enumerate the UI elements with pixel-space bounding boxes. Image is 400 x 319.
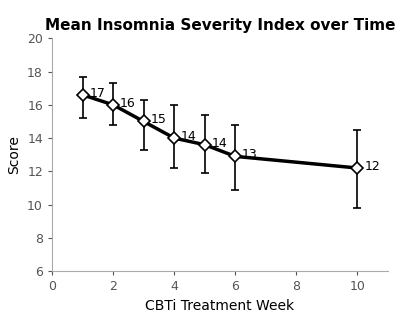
Text: 14: 14 — [212, 137, 227, 150]
Y-axis label: Score: Score — [8, 135, 22, 174]
X-axis label: CBTi Treatment Week: CBTi Treatment Week — [146, 299, 294, 313]
Text: 15: 15 — [150, 113, 166, 126]
Text: 14: 14 — [181, 130, 197, 143]
Text: 16: 16 — [120, 97, 136, 110]
Title: Mean Insomnia Severity Index over Time: Mean Insomnia Severity Index over Time — [45, 18, 395, 33]
Text: 12: 12 — [364, 160, 380, 173]
Text: 13: 13 — [242, 148, 258, 161]
Text: 17: 17 — [89, 87, 105, 100]
